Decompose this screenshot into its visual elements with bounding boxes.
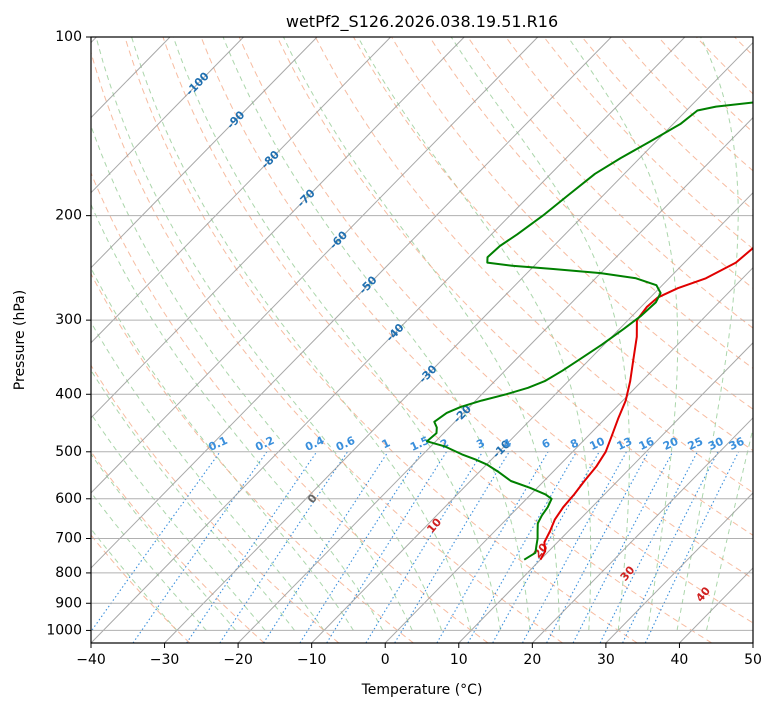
dry-adiabat-line	[162, 37, 713, 643]
isotherm-line	[91, 37, 539, 494]
isotherm-line	[237, 116, 753, 643]
isotherm-line	[164, 41, 753, 643]
x-tick-label: −40	[76, 652, 106, 668]
x-tick-label: 50	[744, 652, 762, 668]
moist-adiabat-line	[91, 203, 384, 631]
mixing-ratio-label: 13	[615, 435, 634, 453]
y-tick-label: 800	[55, 565, 82, 581]
mixing-ratio-lines	[91, 451, 740, 643]
mixing-ratio-line	[436, 451, 549, 643]
dry-adiabat-line	[91, 450, 265, 643]
moist-adiabat-line	[91, 124, 413, 631]
y-tick-label: 600	[55, 491, 82, 507]
x-axis-ticks: −40 −30 −20 −10 0 10 20 30 40 50	[76, 643, 762, 668]
moist-adiabat-line	[91, 491, 207, 631]
isotherm-line	[458, 342, 753, 643]
dry-adiabat-line	[391, 37, 753, 410]
dry-adiabat-line	[91, 171, 489, 643]
moist-adiabat-line	[172, 37, 501, 631]
mixing-ratio-line	[394, 451, 510, 643]
moist-adiabat-line	[91, 321, 325, 631]
dry-adiabat-line	[91, 50, 563, 643]
mixing-ratio-line	[299, 451, 423, 643]
mixing-ratio-label: 16	[637, 435, 657, 453]
isotherm-line	[91, 37, 392, 344]
y-axis-ticks: 100 200 300 400 500 600 700 800 900 1000	[46, 29, 91, 638]
chart-title: wetPf2_S126.2026.038.19.51.R16	[286, 12, 558, 32]
mixing-ratio-label: 20	[661, 435, 681, 453]
mixing-ratio-line	[132, 451, 268, 643]
x-tick-label: −20	[223, 652, 253, 668]
isotherm-line	[91, 37, 318, 269]
y-tick-label: 300	[55, 312, 82, 328]
mixing-ratio-line	[91, 451, 221, 633]
isotherm-line	[91, 37, 686, 643]
x-axis-title: Temperature (°C)	[361, 682, 483, 698]
sounding-traces	[426, 101, 753, 561]
dry-adiabat-line	[276, 37, 753, 536]
isotherm-line	[605, 492, 753, 643]
y-tick-label: 400	[55, 386, 82, 402]
x-tick-label: 30	[597, 652, 615, 668]
isotherm-line	[91, 37, 244, 194]
dewpoint-trace	[426, 101, 753, 561]
x-tick-label: 10	[450, 652, 468, 668]
y-tick-label: 100	[55, 29, 82, 45]
moist-adiabat-line	[91, 412, 266, 631]
moist-adiabat-line	[567, 37, 679, 631]
mixing-ratio-line	[644, 451, 740, 643]
mixing-ratio-line	[365, 451, 484, 643]
x-tick-label: 40	[671, 652, 689, 668]
isotherm-line	[91, 37, 612, 569]
y-axis-title: Pressure (hPa)	[12, 290, 28, 390]
dry-adiabat-line	[91, 272, 414, 643]
plot-area: -100-90-80-70-60-50-40-30-20-100.1 0.2 0.4…	[91, 37, 753, 643]
isotherm-line	[531, 417, 753, 643]
moist-adiabat-line	[676, 37, 739, 631]
x-tick-label: 0	[381, 652, 390, 668]
plot-frame	[90, 36, 754, 644]
mixing-ratio-line	[467, 451, 577, 643]
mixing-ratio-label: 10	[588, 435, 608, 453]
y-tick-label: 700	[55, 531, 82, 547]
x-tick-label: −30	[150, 652, 180, 668]
mixing-ratio-line	[546, 451, 649, 643]
moist-adiabat-line	[95, 37, 443, 631]
mixing-ratio-line	[522, 451, 627, 643]
y-tick-label: 1000	[46, 622, 82, 638]
y-tick-label: 500	[55, 444, 82, 460]
isotherm-line	[384, 267, 753, 643]
isotherm-line	[91, 37, 465, 419]
y-tick-label: 200	[55, 208, 82, 224]
dry-adiabat-line	[467, 37, 753, 329]
dry-adiabat-line	[238, 37, 753, 580]
mixing-ratio-line	[326, 451, 447, 643]
dry-adiabat-line	[124, 37, 638, 643]
mixing-ratio-label: 30	[706, 435, 726, 453]
moist-adiabat-line	[91, 267, 354, 631]
moist-adiabat-line	[91, 528, 178, 631]
pressure-gridlines	[91, 37, 753, 631]
mixing-ratio-label: 25	[686, 435, 705, 453]
temperature-trace	[539, 246, 753, 561]
x-tick-label: −10	[297, 652, 327, 668]
y-tick-label: 900	[55, 595, 82, 611]
mixing-ratio-line	[186, 451, 318, 643]
dry-adiabat-line	[543, 37, 753, 250]
dry-adiabat-line	[581, 37, 753, 211]
moist-adiabat-line	[91, 369, 295, 631]
x-tick-label: 20	[523, 652, 541, 668]
mixing-ratio-label: 36	[727, 435, 747, 453]
moist-adiabat-line	[131, 37, 472, 631]
dry-adiabat-line	[429, 37, 753, 370]
